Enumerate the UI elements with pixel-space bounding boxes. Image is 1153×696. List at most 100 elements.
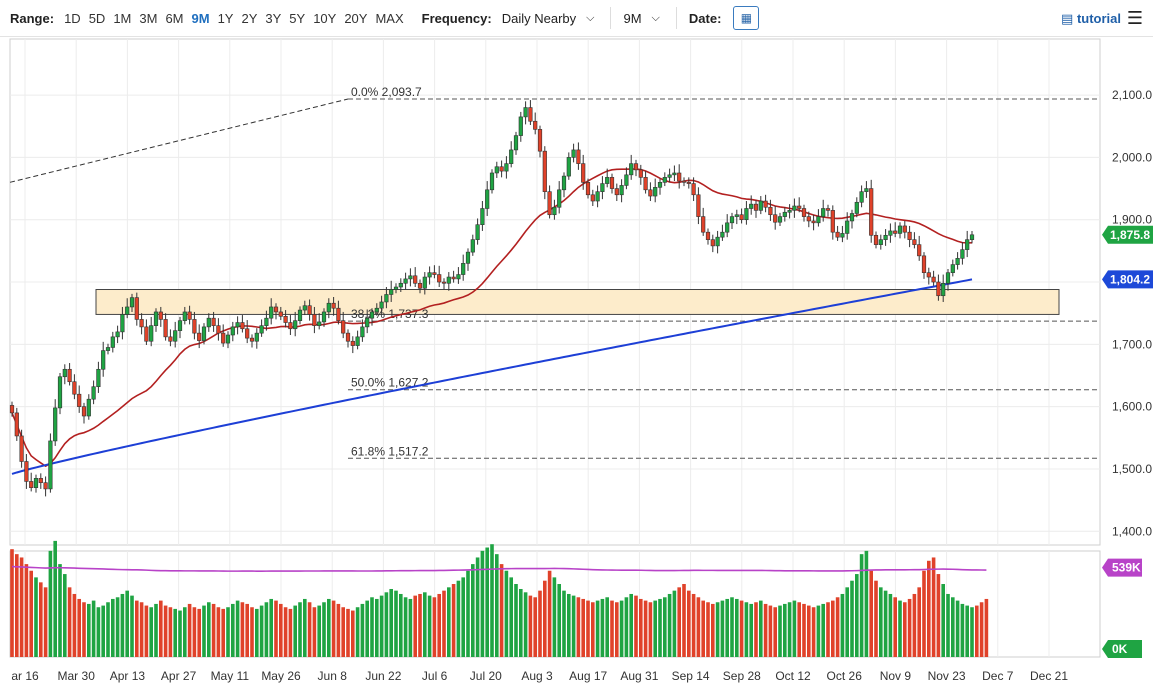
volume-bar [418,593,422,657]
volume-bar [711,603,715,657]
calendar-icon[interactable]: ▦ [733,6,760,30]
volume-bar [461,577,465,657]
candle-body [211,317,216,326]
range-button-2y[interactable]: 2Y [241,10,258,26]
volume-bar [197,608,201,657]
volume-bar [135,600,139,657]
range-button-1d[interactable]: 1D [64,10,81,26]
range-button-3m[interactable]: 3M [139,10,158,26]
candle-body [821,208,826,217]
range-button-1m[interactable]: 1M [113,10,132,26]
volume-bar [216,607,221,657]
volume-bar [744,602,749,657]
volume-bar [327,598,331,657]
range-button-5d[interactable]: 5D [88,10,106,26]
candle-body [336,307,341,321]
volume-bar [879,587,883,657]
candle-body [105,347,111,351]
candle-body [33,478,39,488]
candle-body [629,163,634,176]
candle-body [389,289,394,295]
volume-bar [605,597,609,657]
candle-body [705,231,711,240]
toolbar: Range: 1D 5D 1M 3M 6M 9M 1Y 2Y 3Y 5Y 10Y 20Y MAX Fre… [0,0,1153,37]
frequency-select[interactable]: Daily Nearby ⌵ [502,11,595,26]
candle-body [29,481,34,488]
candle-body [81,406,87,417]
period-select[interactable]: 9M ⌵ [623,11,659,26]
volume-bar [543,580,547,657]
volume-bar [255,608,259,657]
range-button-6m[interactable]: 6M [165,10,184,26]
range-button-1y[interactable]: 1Y [217,10,234,26]
candle-body [216,325,221,334]
range-button-max[interactable]: MAX [375,10,404,26]
candle-body [158,311,163,320]
volume-bar [783,603,787,657]
candle-body [561,175,567,191]
volume-bar [960,603,965,657]
volume-bar [831,600,835,657]
candle-body [240,322,245,330]
price-badge [1102,270,1153,289]
support-zone [95,289,1060,315]
range-button-10y[interactable]: 10Y [313,10,337,26]
candle-body [77,393,82,407]
volume-bar [101,605,105,657]
volume-bar [96,607,101,657]
candle-body [749,203,754,209]
volume-bar [399,593,403,657]
volume-bar [629,593,633,657]
volume-bar [365,600,369,657]
candle-body [192,319,197,334]
volume-bar [749,603,753,657]
volume-bar [965,605,969,657]
candle-body [345,332,351,342]
candle-body [331,302,336,309]
range-button-3y[interactable]: 3Y [265,10,282,26]
candle-body [950,264,955,273]
candle-body [533,120,538,130]
chevron-down-icon: ⌵ [651,11,660,24]
volume-bar [29,570,33,657]
volume-bar [696,597,701,657]
x-tick-label: Apr 13 [110,669,146,683]
volume-bar [207,602,211,657]
volume-bar [922,570,926,657]
tutorial-label: tutorial [1076,11,1121,26]
volume-bar [955,600,960,657]
candle-body [600,183,605,192]
price-badge-label: 1,804.2 [1110,272,1150,286]
candle-body [317,321,322,326]
range-button-20y[interactable]: 20Y [344,10,368,26]
volume-bar [312,607,317,657]
volume-bar [163,605,168,657]
candle-body [662,177,667,183]
candle-body [941,282,946,297]
volume-bar [77,598,81,657]
volume-bar [115,597,120,657]
hamburger-menu-icon[interactable]: ☰ [1126,8,1143,28]
tutorial-link[interactable]: ▤ tutorial [1061,11,1121,27]
volume-bar [523,592,528,657]
candle-body [763,200,768,208]
candle-body [845,220,850,234]
volume-bar [245,603,249,657]
range-button-5y[interactable]: 5Y [289,10,306,26]
fibonacci-label: 61.8% 1,517.2 [351,444,429,458]
volume-bar [677,587,681,657]
candle-body [595,191,600,202]
candle-body [677,172,682,182]
volume-bar [514,584,518,657]
range-button-9m[interactable]: 9M [191,10,210,26]
volume-bar [687,590,691,657]
candle-body [883,234,888,240]
volume-bar [91,600,96,657]
volume-bar [869,570,873,657]
candle-body [293,320,298,330]
candle-body [441,281,447,284]
candle-body [168,336,173,342]
volume-bar [456,580,461,657]
candle-body [417,282,423,289]
x-tick-label: Aug 31 [620,669,658,683]
